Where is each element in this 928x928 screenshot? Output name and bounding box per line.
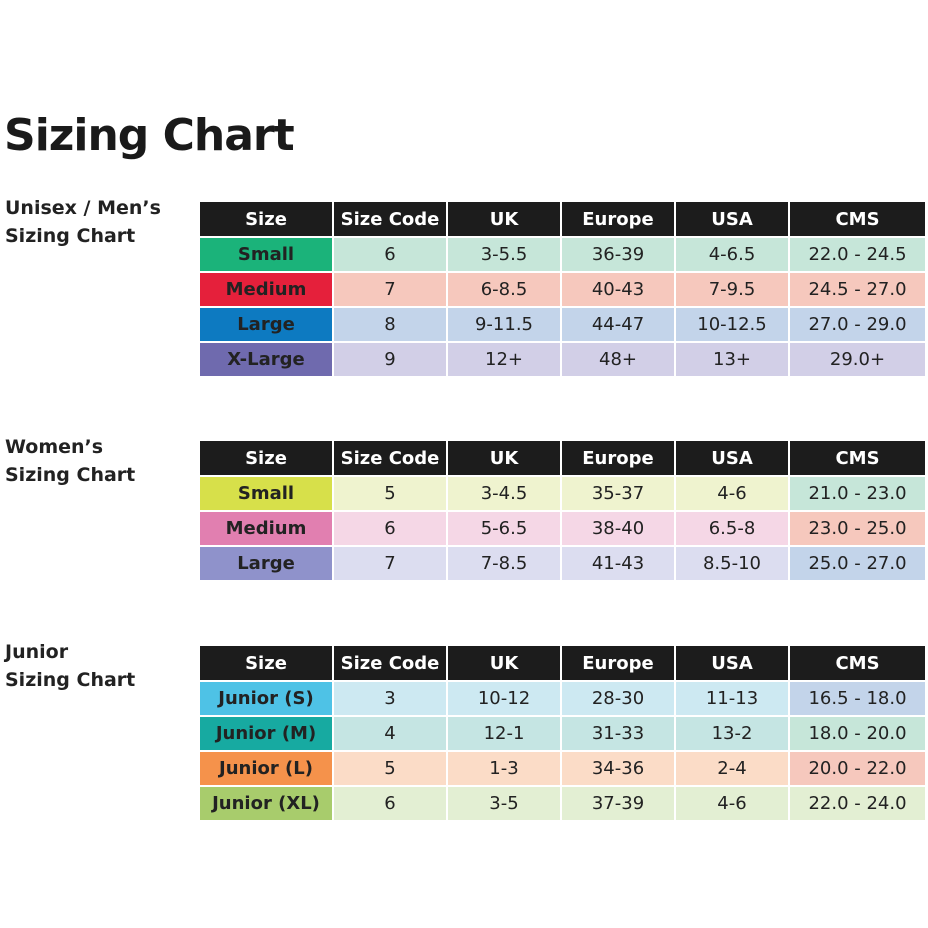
data-cell: 1-3 bbox=[448, 752, 560, 785]
header-cell: Size Code bbox=[334, 646, 446, 680]
data-cell: 21.0 - 23.0 bbox=[790, 477, 925, 510]
data-cell: 23.0 - 25.0 bbox=[790, 512, 925, 545]
header-cell: USA bbox=[676, 202, 788, 236]
header-cell: Size bbox=[200, 441, 332, 475]
size-cell: Medium bbox=[200, 512, 332, 545]
data-cell: 4 bbox=[334, 717, 446, 750]
data-cell: 29.0+ bbox=[790, 343, 925, 376]
data-cell: 6.5-8 bbox=[676, 512, 788, 545]
data-cell: 3-5.5 bbox=[448, 238, 560, 271]
header-cell: Europe bbox=[562, 441, 674, 475]
data-cell: 44-47 bbox=[562, 308, 674, 341]
data-cell: 40-43 bbox=[562, 273, 674, 306]
header-cell: UK bbox=[448, 646, 560, 680]
size-cell: Large bbox=[200, 547, 332, 580]
section-label: Junior bbox=[5, 641, 69, 663]
data-cell: 12-1 bbox=[448, 717, 560, 750]
data-cell: 13+ bbox=[676, 343, 788, 376]
data-cell: 10-12.5 bbox=[676, 308, 788, 341]
data-cell: 25.0 - 27.0 bbox=[790, 547, 925, 580]
size-cell: Junior (M) bbox=[200, 717, 332, 750]
data-cell: 11-13 bbox=[676, 682, 788, 715]
data-cell: 6 bbox=[334, 238, 446, 271]
data-cell: 7-8.5 bbox=[448, 547, 560, 580]
header-cell: Size Code bbox=[334, 441, 446, 475]
data-cell: 13-2 bbox=[676, 717, 788, 750]
header-cell: CMS bbox=[790, 441, 925, 475]
data-cell: 5-6.5 bbox=[448, 512, 560, 545]
data-cell: 3-4.5 bbox=[448, 477, 560, 510]
size-cell: Junior (S) bbox=[200, 682, 332, 715]
header-cell: CMS bbox=[790, 646, 925, 680]
size-cell: Small bbox=[200, 477, 332, 510]
size-cell: Large bbox=[200, 308, 332, 341]
size-cell: Junior (XL) bbox=[200, 787, 332, 820]
data-cell: 38-40 bbox=[562, 512, 674, 545]
data-cell: 6-8.5 bbox=[448, 273, 560, 306]
data-cell: 37-39 bbox=[562, 787, 674, 820]
header-cell: Size Code bbox=[334, 202, 446, 236]
data-cell: 7-9.5 bbox=[676, 273, 788, 306]
data-cell: 35-37 bbox=[562, 477, 674, 510]
data-cell: 24.5 - 27.0 bbox=[790, 273, 925, 306]
data-cell: 5 bbox=[334, 477, 446, 510]
header-cell: Size bbox=[200, 646, 332, 680]
section-label: Women’s bbox=[5, 436, 104, 458]
data-cell: 48+ bbox=[562, 343, 674, 376]
data-cell: 8.5-10 bbox=[676, 547, 788, 580]
data-cell: 27.0 - 29.0 bbox=[790, 308, 925, 341]
data-cell: 6 bbox=[334, 512, 446, 545]
data-cell: 18.0 - 20.0 bbox=[790, 717, 925, 750]
data-cell: 6 bbox=[334, 787, 446, 820]
data-cell: 36-39 bbox=[562, 238, 674, 271]
page-title: Sizing Chart bbox=[4, 110, 295, 161]
header-cell: UK bbox=[448, 202, 560, 236]
header-cell: UK bbox=[448, 441, 560, 475]
header-cell: Size bbox=[200, 202, 332, 236]
data-cell: 12+ bbox=[448, 343, 560, 376]
size-cell: Small bbox=[200, 238, 332, 271]
section-label: Unisex / Men’s bbox=[5, 197, 161, 219]
data-cell: 9-11.5 bbox=[448, 308, 560, 341]
section-label: Sizing Chart bbox=[5, 225, 136, 247]
data-cell: 16.5 - 18.0 bbox=[790, 682, 925, 715]
data-cell: 20.0 - 22.0 bbox=[790, 752, 925, 785]
data-cell: 7 bbox=[334, 273, 446, 306]
size-cell: Medium bbox=[200, 273, 332, 306]
data-cell: 4-6.5 bbox=[676, 238, 788, 271]
size-cell: Junior (L) bbox=[200, 752, 332, 785]
data-cell: 5 bbox=[334, 752, 446, 785]
header-cell: CMS bbox=[790, 202, 925, 236]
data-cell: 9 bbox=[334, 343, 446, 376]
data-cell: 28-30 bbox=[562, 682, 674, 715]
header-cell: Europe bbox=[562, 646, 674, 680]
header-cell: Europe bbox=[562, 202, 674, 236]
header-cell: USA bbox=[676, 441, 788, 475]
data-cell: 10-12 bbox=[448, 682, 560, 715]
data-cell: 22.0 - 24.0 bbox=[790, 787, 925, 820]
data-cell: 2-4 bbox=[676, 752, 788, 785]
section-label: Sizing Chart bbox=[5, 464, 136, 486]
data-cell: 7 bbox=[334, 547, 446, 580]
size-cell: X-Large bbox=[200, 343, 332, 376]
data-cell: 4-6 bbox=[676, 787, 788, 820]
data-cell: 34-36 bbox=[562, 752, 674, 785]
data-cell: 41-43 bbox=[562, 547, 674, 580]
section-label: Sizing Chart bbox=[5, 669, 136, 691]
header-cell: USA bbox=[676, 646, 788, 680]
data-cell: 4-6 bbox=[676, 477, 788, 510]
data-cell: 3-5 bbox=[448, 787, 560, 820]
data-cell: 3 bbox=[334, 682, 446, 715]
data-cell: 22.0 - 24.5 bbox=[790, 238, 925, 271]
data-cell: 31-33 bbox=[562, 717, 674, 750]
data-cell: 8 bbox=[334, 308, 446, 341]
